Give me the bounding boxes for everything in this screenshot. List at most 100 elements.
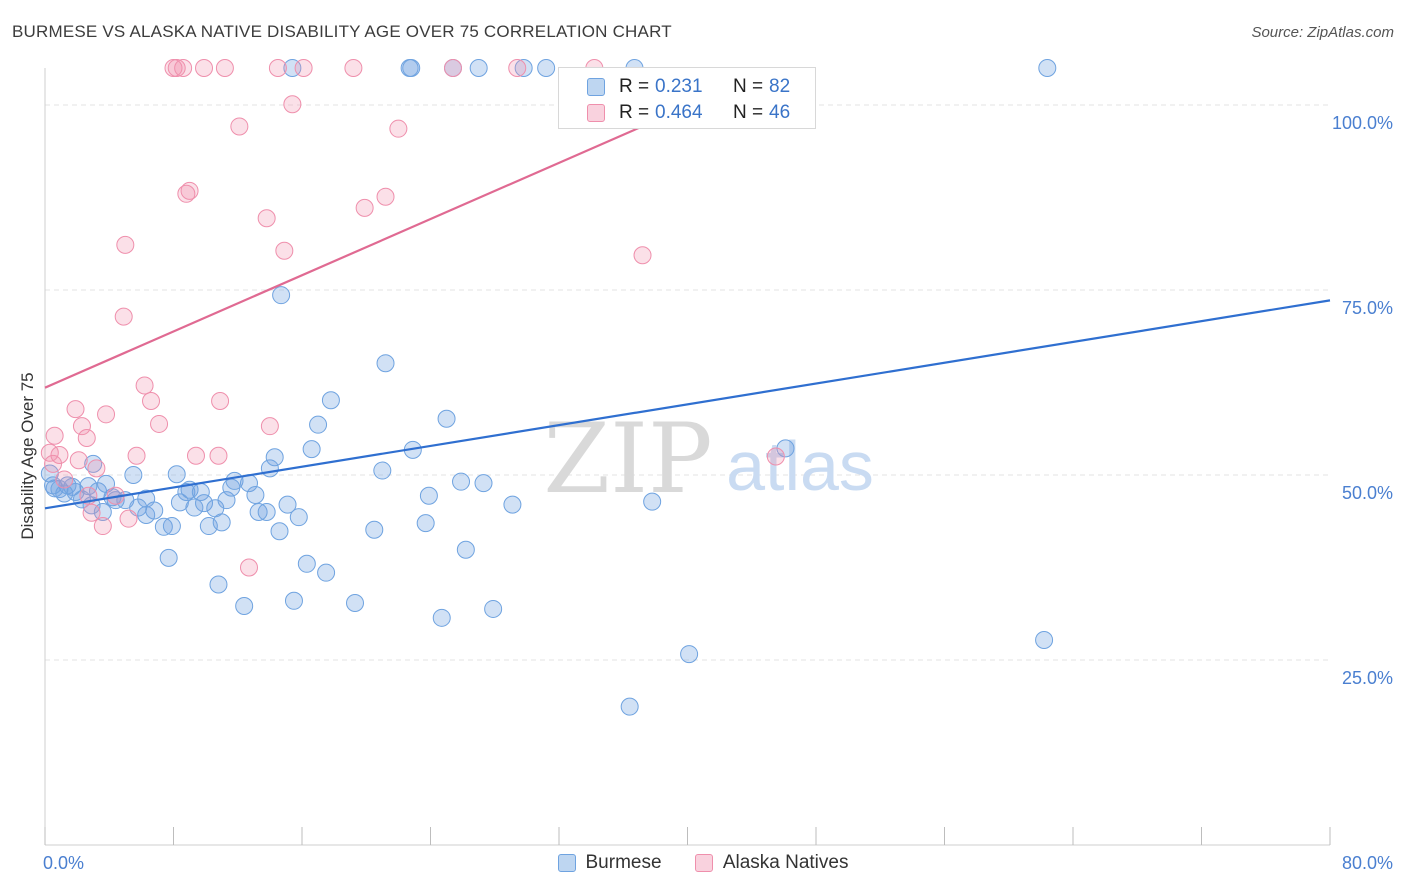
chart-legend: Burmese Alaska Natives xyxy=(0,852,1406,878)
burmese-point xyxy=(456,540,475,559)
alaska-natives-point xyxy=(116,235,135,254)
alaska-natives-point xyxy=(50,446,69,465)
burmese-point xyxy=(209,575,228,594)
burmese-point xyxy=(503,495,522,514)
burmese-point xyxy=(365,520,384,539)
burmese-point xyxy=(537,59,556,77)
burmese-point xyxy=(302,440,321,459)
alaska-natives-point xyxy=(180,181,199,200)
burmese-point xyxy=(321,391,340,410)
legend-item-alaska-natives[interactable]: Alaska Natives xyxy=(694,852,849,874)
alaska-natives-point xyxy=(174,59,193,77)
alaska-natives-point xyxy=(97,405,116,424)
chart-source: Source: ZipAtlas.com xyxy=(1251,24,1394,41)
stats-row-burmese: R = 0.231 N = 82 xyxy=(559,74,790,100)
alaska-natives-point xyxy=(177,184,196,203)
alaska-natives-swatch xyxy=(587,104,605,122)
alaska-natives-point xyxy=(119,509,138,528)
burmese-trend-line xyxy=(44,299,1331,510)
alaska-natives-point xyxy=(167,59,186,77)
burmese-point xyxy=(1038,59,1057,77)
alaska-natives-point xyxy=(135,376,154,395)
alaska-natives-point xyxy=(82,503,101,522)
burmese-point xyxy=(484,599,503,618)
alaska-natives-point xyxy=(69,451,88,470)
n-value: 82 xyxy=(769,76,791,97)
legend-item-burmese[interactable]: Burmese xyxy=(557,852,662,874)
y-tick-label: 100.0% xyxy=(1332,113,1393,133)
burmese-point xyxy=(469,59,488,77)
watermark-zip: ZIP xyxy=(543,403,712,515)
burmese-point xyxy=(212,513,231,532)
burmese-point xyxy=(346,594,365,613)
legend-label-burmese: Burmese xyxy=(585,852,662,873)
burmese-point xyxy=(514,59,533,77)
alaska-natives-point xyxy=(389,119,408,138)
stats-legend-box: R = 0.231 N = 82 R = 0.464 N = 46 xyxy=(558,67,816,129)
burmese-point xyxy=(270,522,289,541)
burmese-point xyxy=(432,608,451,627)
alaska-natives-point xyxy=(142,392,161,410)
burmese-point xyxy=(246,485,265,504)
y-tick-label: 75.0% xyxy=(1342,298,1393,318)
alaska-natives-point xyxy=(766,447,785,466)
watermark-atlas: atlas xyxy=(726,427,874,505)
burmese-point xyxy=(474,474,493,493)
r-value: 0.231 xyxy=(655,76,703,97)
alaska-natives-point xyxy=(211,392,230,410)
y-axis-title: Disability Age Over 75 xyxy=(18,372,37,539)
burmese-point xyxy=(437,409,456,428)
r-label: R = xyxy=(619,102,650,123)
alaska-natives-point xyxy=(443,59,462,77)
burmese-legend-swatch xyxy=(557,854,576,872)
alaska-natives-point xyxy=(257,209,276,228)
burmese-swatch xyxy=(587,78,605,96)
alaska-natives-point xyxy=(77,429,96,447)
burmese-point xyxy=(373,461,392,480)
alaska-natives-point xyxy=(114,307,133,326)
burmese-point xyxy=(419,486,438,505)
alaska-natives-point xyxy=(127,446,146,465)
alaska-natives-point xyxy=(66,400,85,419)
alaska-natives-point xyxy=(87,459,106,478)
burmese-point xyxy=(145,501,164,520)
burmese-point xyxy=(124,466,143,484)
burmese-point xyxy=(317,563,336,582)
alaska-natives-point xyxy=(508,59,527,77)
burmese-point xyxy=(159,548,178,567)
alaska-natives-point xyxy=(283,95,302,114)
alaska-natives-point xyxy=(209,446,228,465)
alaska-natives-point xyxy=(72,417,91,436)
burmese-point xyxy=(643,492,662,511)
alaska-natives-point xyxy=(186,446,205,465)
burmese-point xyxy=(416,514,435,533)
burmese-point xyxy=(265,448,284,467)
burmese-point xyxy=(167,465,186,484)
grid-layer xyxy=(45,104,1330,661)
stats-row-alaska-natives: R = 0.464 N = 46 xyxy=(559,100,790,126)
alaska-natives-point xyxy=(93,517,112,536)
burmese-point xyxy=(452,472,471,491)
burmese-point xyxy=(402,59,421,77)
alaska-natives-point xyxy=(633,246,652,265)
burmese-point xyxy=(680,645,699,664)
legend-label-alaska-natives: Alaska Natives xyxy=(722,852,849,873)
burmese-point xyxy=(185,498,204,517)
burmese-point xyxy=(620,697,639,716)
alaska-natives-point xyxy=(230,117,249,136)
alaska-natives-point xyxy=(294,59,313,77)
alaska-natives-point xyxy=(260,417,279,436)
y-tick-label: 50.0% xyxy=(1342,483,1393,503)
burmese-point xyxy=(376,354,395,373)
burmese-point xyxy=(170,493,189,512)
alaska-natives-legend-swatch xyxy=(694,854,713,872)
y-tick-label: 25.0% xyxy=(1342,668,1393,688)
chart-title: BURMESE VS ALASKA NATIVE DISABILITY AGE … xyxy=(12,22,672,41)
burmese-point xyxy=(1035,631,1054,650)
n-label: N = xyxy=(733,76,764,97)
burmese-point xyxy=(257,503,276,521)
alaska-natives-point xyxy=(45,426,64,445)
points-layer xyxy=(40,59,1057,716)
alaska-natives-point xyxy=(195,59,214,77)
